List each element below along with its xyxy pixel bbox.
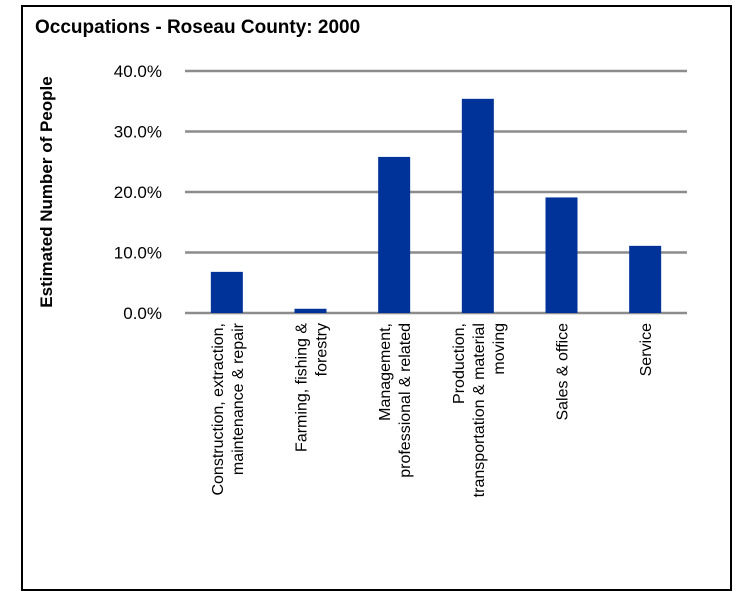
y-tick-label: 20.0% xyxy=(114,183,162,202)
x-tick-label-line: Production, xyxy=(451,323,468,404)
bar xyxy=(545,197,578,313)
x-tick-label-line: Management, xyxy=(377,323,394,421)
y-tick-label: 10.0% xyxy=(114,244,162,263)
bar xyxy=(378,156,411,313)
x-tick-label-line: moving xyxy=(491,323,508,375)
x-tick-label-line: Farming, fishing & xyxy=(294,323,311,452)
bar xyxy=(629,245,662,313)
chart-frame: Occupations - Roseau County: 2000 xyxy=(21,5,732,591)
x-tick-label-line: Construction, extraction, xyxy=(210,323,227,496)
x-tick-label: Farming, fishing & forestry xyxy=(294,323,331,452)
x-tick-label: Sales & office xyxy=(555,323,572,421)
x-tick-label: Production, transportation & material movi… xyxy=(451,323,508,497)
x-tick-label-line: Sales & office xyxy=(555,323,572,421)
x-tick-label-line: forestry xyxy=(314,323,331,376)
bar xyxy=(294,308,327,313)
y-tick-label: 0.0% xyxy=(123,304,162,323)
bars xyxy=(210,98,662,313)
x-tick-label-line: Service xyxy=(638,323,655,376)
chart-title: Occupations - Roseau County: 2000 xyxy=(35,17,361,38)
y-tick-label: 30.0% xyxy=(114,123,162,142)
bar xyxy=(210,271,243,313)
x-tick-label-line: maintenance & repair xyxy=(230,322,247,475)
x-tick-label: Service xyxy=(638,323,655,376)
x-tick-label: Management, professional & related xyxy=(377,323,414,478)
x-tick-label-line: transportation & material xyxy=(471,323,488,497)
y-axis-label: Estimated Number of People xyxy=(37,76,56,307)
y-axis-ticks: 0.0% 10.0% 20.0% 30.0% 40.0% xyxy=(114,62,162,323)
y-tick-label: 40.0% xyxy=(114,62,162,81)
x-tick-label-line: professional & related xyxy=(397,323,414,478)
gridlines xyxy=(185,69,687,315)
x-axis-categories: Construction, extraction, maintenance & r… xyxy=(210,322,655,497)
x-tick-label: Construction, extraction, maintenance & r… xyxy=(210,322,247,495)
bar xyxy=(461,98,494,313)
